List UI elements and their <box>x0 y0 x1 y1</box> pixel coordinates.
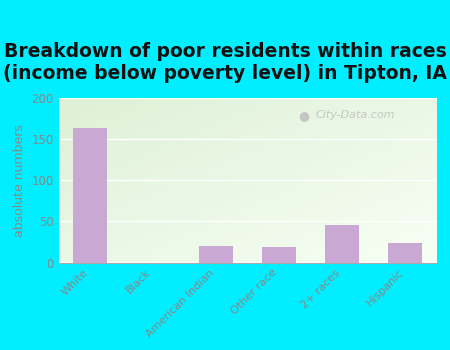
Bar <box>262 247 297 262</box>
Bar <box>73 128 108 262</box>
Text: ●: ● <box>298 110 310 122</box>
Text: Breakdown of poor residents within races
(income below poverty level) in Tipton,: Breakdown of poor residents within races… <box>3 42 447 83</box>
Bar <box>387 243 422 262</box>
Bar <box>325 225 360 262</box>
Y-axis label: absolute numbers: absolute numbers <box>13 124 26 237</box>
Text: City-Data.com: City-Data.com <box>315 110 395 119</box>
Bar <box>199 246 234 262</box>
